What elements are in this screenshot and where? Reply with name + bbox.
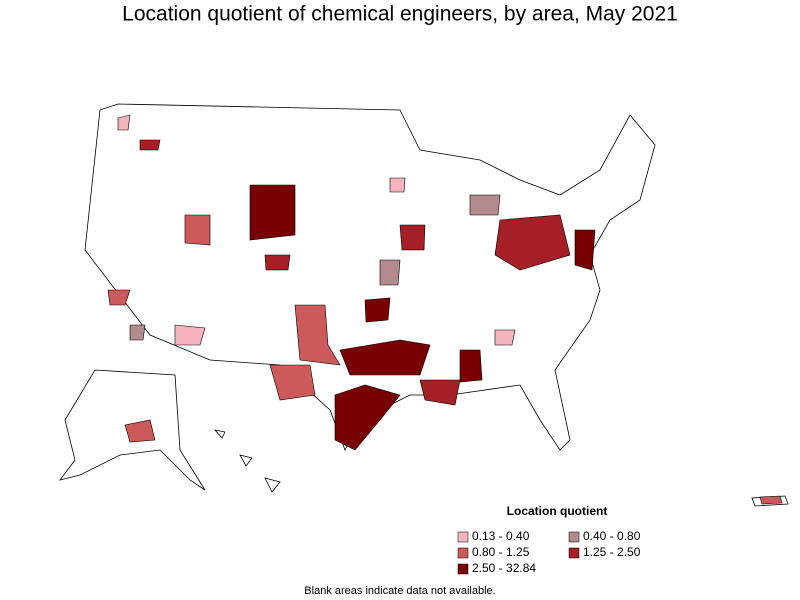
contiguous-us <box>84 103 656 451</box>
area <box>264 254 291 271</box>
legend-swatch <box>568 547 580 559</box>
area <box>759 495 783 505</box>
area <box>419 379 461 406</box>
legend-label: 0.13 - 0.40 <box>472 529 530 543</box>
area <box>129 324 146 341</box>
footnote: Blank areas indicate data not available. <box>304 585 495 597</box>
legend: Location quotient 0.13 - 0.40 0.40 - 0.80… <box>457 504 641 575</box>
legend-swatch <box>457 531 469 543</box>
area <box>399 224 426 251</box>
area <box>294 304 341 366</box>
hawaii <box>213 429 281 493</box>
legend-label: 0.80 - 1.25 <box>472 545 530 559</box>
area <box>124 419 156 443</box>
area <box>184 214 211 246</box>
legend-swatch <box>568 531 580 543</box>
area <box>574 229 596 271</box>
area <box>117 114 131 131</box>
area <box>334 384 401 451</box>
area <box>174 324 206 346</box>
legend-swatch <box>457 547 469 559</box>
legend-label: 1.25 - 2.50 <box>583 545 641 559</box>
map-title: Location quotient of chemical engineers,… <box>122 3 678 26</box>
legend-label: 0.40 - 0.80 <box>583 529 641 543</box>
area <box>364 297 391 323</box>
area <box>249 184 296 241</box>
area <box>494 329 516 346</box>
legend-swatch <box>457 563 469 575</box>
area <box>107 289 131 306</box>
area <box>139 139 161 151</box>
area <box>339 339 431 376</box>
shaded-areas <box>107 114 783 505</box>
area <box>389 177 406 193</box>
area <box>459 349 483 383</box>
area <box>494 214 571 271</box>
area <box>379 259 401 286</box>
map <box>59 103 789 507</box>
legend-title: Location quotient <box>507 504 608 518</box>
area <box>469 194 501 216</box>
area <box>269 364 316 401</box>
legend-label: 2.50 - 32.84 <box>472 561 536 575</box>
